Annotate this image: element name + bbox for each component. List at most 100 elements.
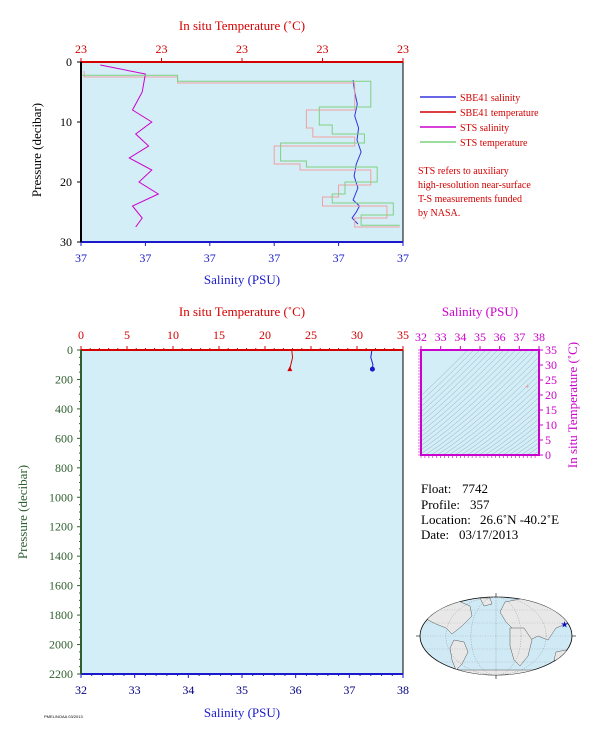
float-info: Float: 7742 Profile: 357 Location: 26.6˚… — [421, 481, 559, 542]
main-pressure-tick-label: 200 — [55, 372, 73, 386]
ts-density-contour — [496, 423, 539, 455]
ts-density-contour — [421, 350, 499, 423]
main-temperature-tick-label: 20 — [259, 328, 271, 342]
main-salinity-tick-label: 32 — [75, 683, 87, 697]
main-salinity-tick-label: 34 — [182, 683, 194, 697]
temperature-profile-line — [289, 350, 294, 370]
main-salinity-tick-label: 36 — [290, 683, 302, 697]
legend-label-sts-salinity: STS salinity — [460, 123, 509, 134]
main-salinity-tick-label: 37 — [343, 683, 355, 697]
main-temperature-tick-label: 25 — [305, 328, 317, 342]
main-pressure-tick-label: 1400 — [49, 549, 73, 563]
ts-density-contour — [421, 350, 481, 407]
top-panel-series-line — [100, 64, 160, 228]
top-salinity-tick-label: 37 — [268, 251, 280, 265]
ts-temperature-tick-label: 20 — [545, 388, 557, 402]
sts-note: STS refers to auxiliary high-resolution … — [418, 166, 531, 219]
location-label: Location: — [421, 512, 471, 527]
ts-temperature-tick-label: 0 — [545, 448, 551, 462]
ts-temperature-tick-label: 5 — [545, 433, 551, 447]
main-temperature-tick-label: 30 — [351, 328, 363, 342]
main-panel-ticks: 0 5 10 15 20 25 30 35 32 33 34 35 36 37 38 0 200 400 600 80… — [49, 328, 409, 697]
ts-salinity-tick-label: 33 — [435, 330, 447, 344]
main-temperature-tick-label: 35 — [397, 328, 409, 342]
ts-temperature-tick-label: 10 — [545, 418, 557, 432]
footer-text: PMEL/NOAA 03/2013 — [44, 714, 83, 719]
map-graticule — [416, 593, 576, 679]
ts-density-contour — [421, 350, 523, 442]
main-pressure-tick-label: 1000 — [49, 490, 73, 504]
ts-density-contour — [421, 350, 539, 454]
main-profile-panel: 0 5 10 15 20 25 30 35 32 33 34 35 36 37 38 0 200 400 600 80… — [15, 304, 409, 720]
ts-density-contour — [421, 350, 535, 451]
top-temperature-tick-label: 23 — [156, 42, 168, 56]
ts-density-contour — [490, 418, 539, 455]
ts-density-contour — [472, 402, 539, 455]
ts-density-contour — [484, 413, 539, 455]
location-value: 26.6˚N -40.2˚E — [480, 512, 559, 527]
main-temperature-tick-label: 10 — [167, 328, 179, 342]
ts-points: + — [525, 382, 530, 391]
world-map: ★ — [416, 593, 576, 679]
date-value: 03/17/2013 — [459, 527, 518, 542]
ts-density-contour — [508, 433, 539, 455]
float-label: Float: — [421, 481, 451, 496]
float-location-marker: ★ — [560, 619, 568, 629]
main-pressure-tick-label: 2200 — [49, 667, 73, 681]
ts-temperature-tick-label: 25 — [545, 373, 557, 387]
top-temperature-tick-label: 23 — [397, 42, 409, 56]
ts-density-contour — [442, 374, 539, 455]
note-line-4: by NASA. — [418, 208, 460, 219]
main-temperature-tick-label: 5 — [124, 328, 130, 342]
main-pressure-tick-label: 0 — [67, 343, 73, 357]
main-pressure-tick-label: 400 — [55, 402, 73, 416]
main-pressure-tick-label: 1200 — [49, 520, 73, 534]
top-salinity-tick-label: 37 — [75, 251, 87, 265]
main-panel-background — [81, 350, 403, 674]
ts-salinity-tick-label: 37 — [513, 330, 525, 344]
legend-label-sts-temperature: STS temperature — [460, 138, 528, 149]
top-panel-series — [81, 64, 400, 228]
top-panel-left-axis-label: Pressure (decibar) — [29, 103, 44, 197]
salinity-profile-end-marker — [369, 366, 375, 372]
top-panel-bottom-axis-label: Salinity (PSU) — [204, 272, 280, 287]
ts-density-contour — [421, 350, 517, 437]
map-land-greenland — [479, 597, 493, 607]
ts-density-contour — [448, 380, 539, 455]
ts-salinity-tick-label: 36 — [494, 330, 506, 344]
ts-density-contour — [460, 391, 539, 455]
ts-salinity-tick-label: 34 — [454, 330, 466, 344]
note-line-1: STS refers to auxiliary — [418, 166, 509, 177]
main-salinity-tick-label: 35 — [236, 683, 248, 697]
main-panel-bottom-axis-label: Salinity (PSU) — [204, 705, 280, 720]
ts-salinity-tick-label: 35 — [474, 330, 486, 344]
ts-density-contour — [526, 446, 539, 455]
map-land-south-america — [449, 639, 469, 671]
top-temperature-tick-label: 23 — [236, 42, 248, 56]
top-panel-top-axis-label: In situ Temperature (˚C) — [179, 18, 305, 33]
ts-density-contour — [430, 362, 539, 455]
ts-density-contour — [421, 350, 511, 433]
main-salinity-tick-label: 38 — [397, 683, 409, 697]
temperature-profile-end-marker — [287, 366, 293, 372]
ts-density-contour — [514, 437, 539, 455]
ts-density-contour — [436, 368, 539, 455]
ts-point: + — [525, 382, 530, 391]
main-pressure-tick-label: 800 — [55, 461, 73, 475]
ts-density-contour — [421, 350, 493, 418]
legend-label-sbe-temperature: SBE41 temperature — [460, 108, 539, 119]
top-pressure-tick-label: 0 — [66, 55, 72, 69]
top-salinity-tick-label: 37 — [204, 251, 216, 265]
main-pressure-tick-label: 1600 — [49, 579, 73, 593]
ts-density-contour — [454, 385, 539, 455]
main-panel-top-axis-label: In situ Temperature (˚C) — [179, 304, 305, 319]
ts-top-axis-label: Salinity (PSU) — [442, 304, 518, 319]
ts-right-axis-label: In situ Temperature (˚C) — [565, 342, 580, 468]
top-temperature-tick-label: 23 — [317, 42, 329, 56]
top-temperature-tick-label: 23 — [75, 42, 87, 56]
main-temperature-tick-label: 0 — [78, 328, 84, 342]
main-pressure-tick-label: 1800 — [49, 608, 73, 622]
note-line-3: T-S measurements funded — [418, 194, 522, 205]
